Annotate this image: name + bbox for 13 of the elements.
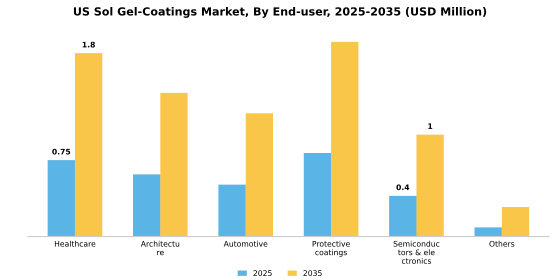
bar bbox=[246, 113, 274, 237]
bar bbox=[416, 134, 444, 237]
chart-title: US Sol Gel-Coatings Market, By End-user, 2025-2035 (USD Million) bbox=[74, 7, 486, 18]
bar bbox=[389, 196, 416, 237]
bar bbox=[331, 42, 358, 237]
bar bbox=[218, 184, 246, 237]
bar bbox=[474, 227, 502, 237]
bar bbox=[304, 153, 332, 237]
bar bbox=[48, 160, 75, 237]
bar bbox=[502, 207, 530, 237]
bar bbox=[133, 174, 160, 237]
bar bbox=[160, 92, 188, 237]
bar bbox=[74, 53, 102, 237]
